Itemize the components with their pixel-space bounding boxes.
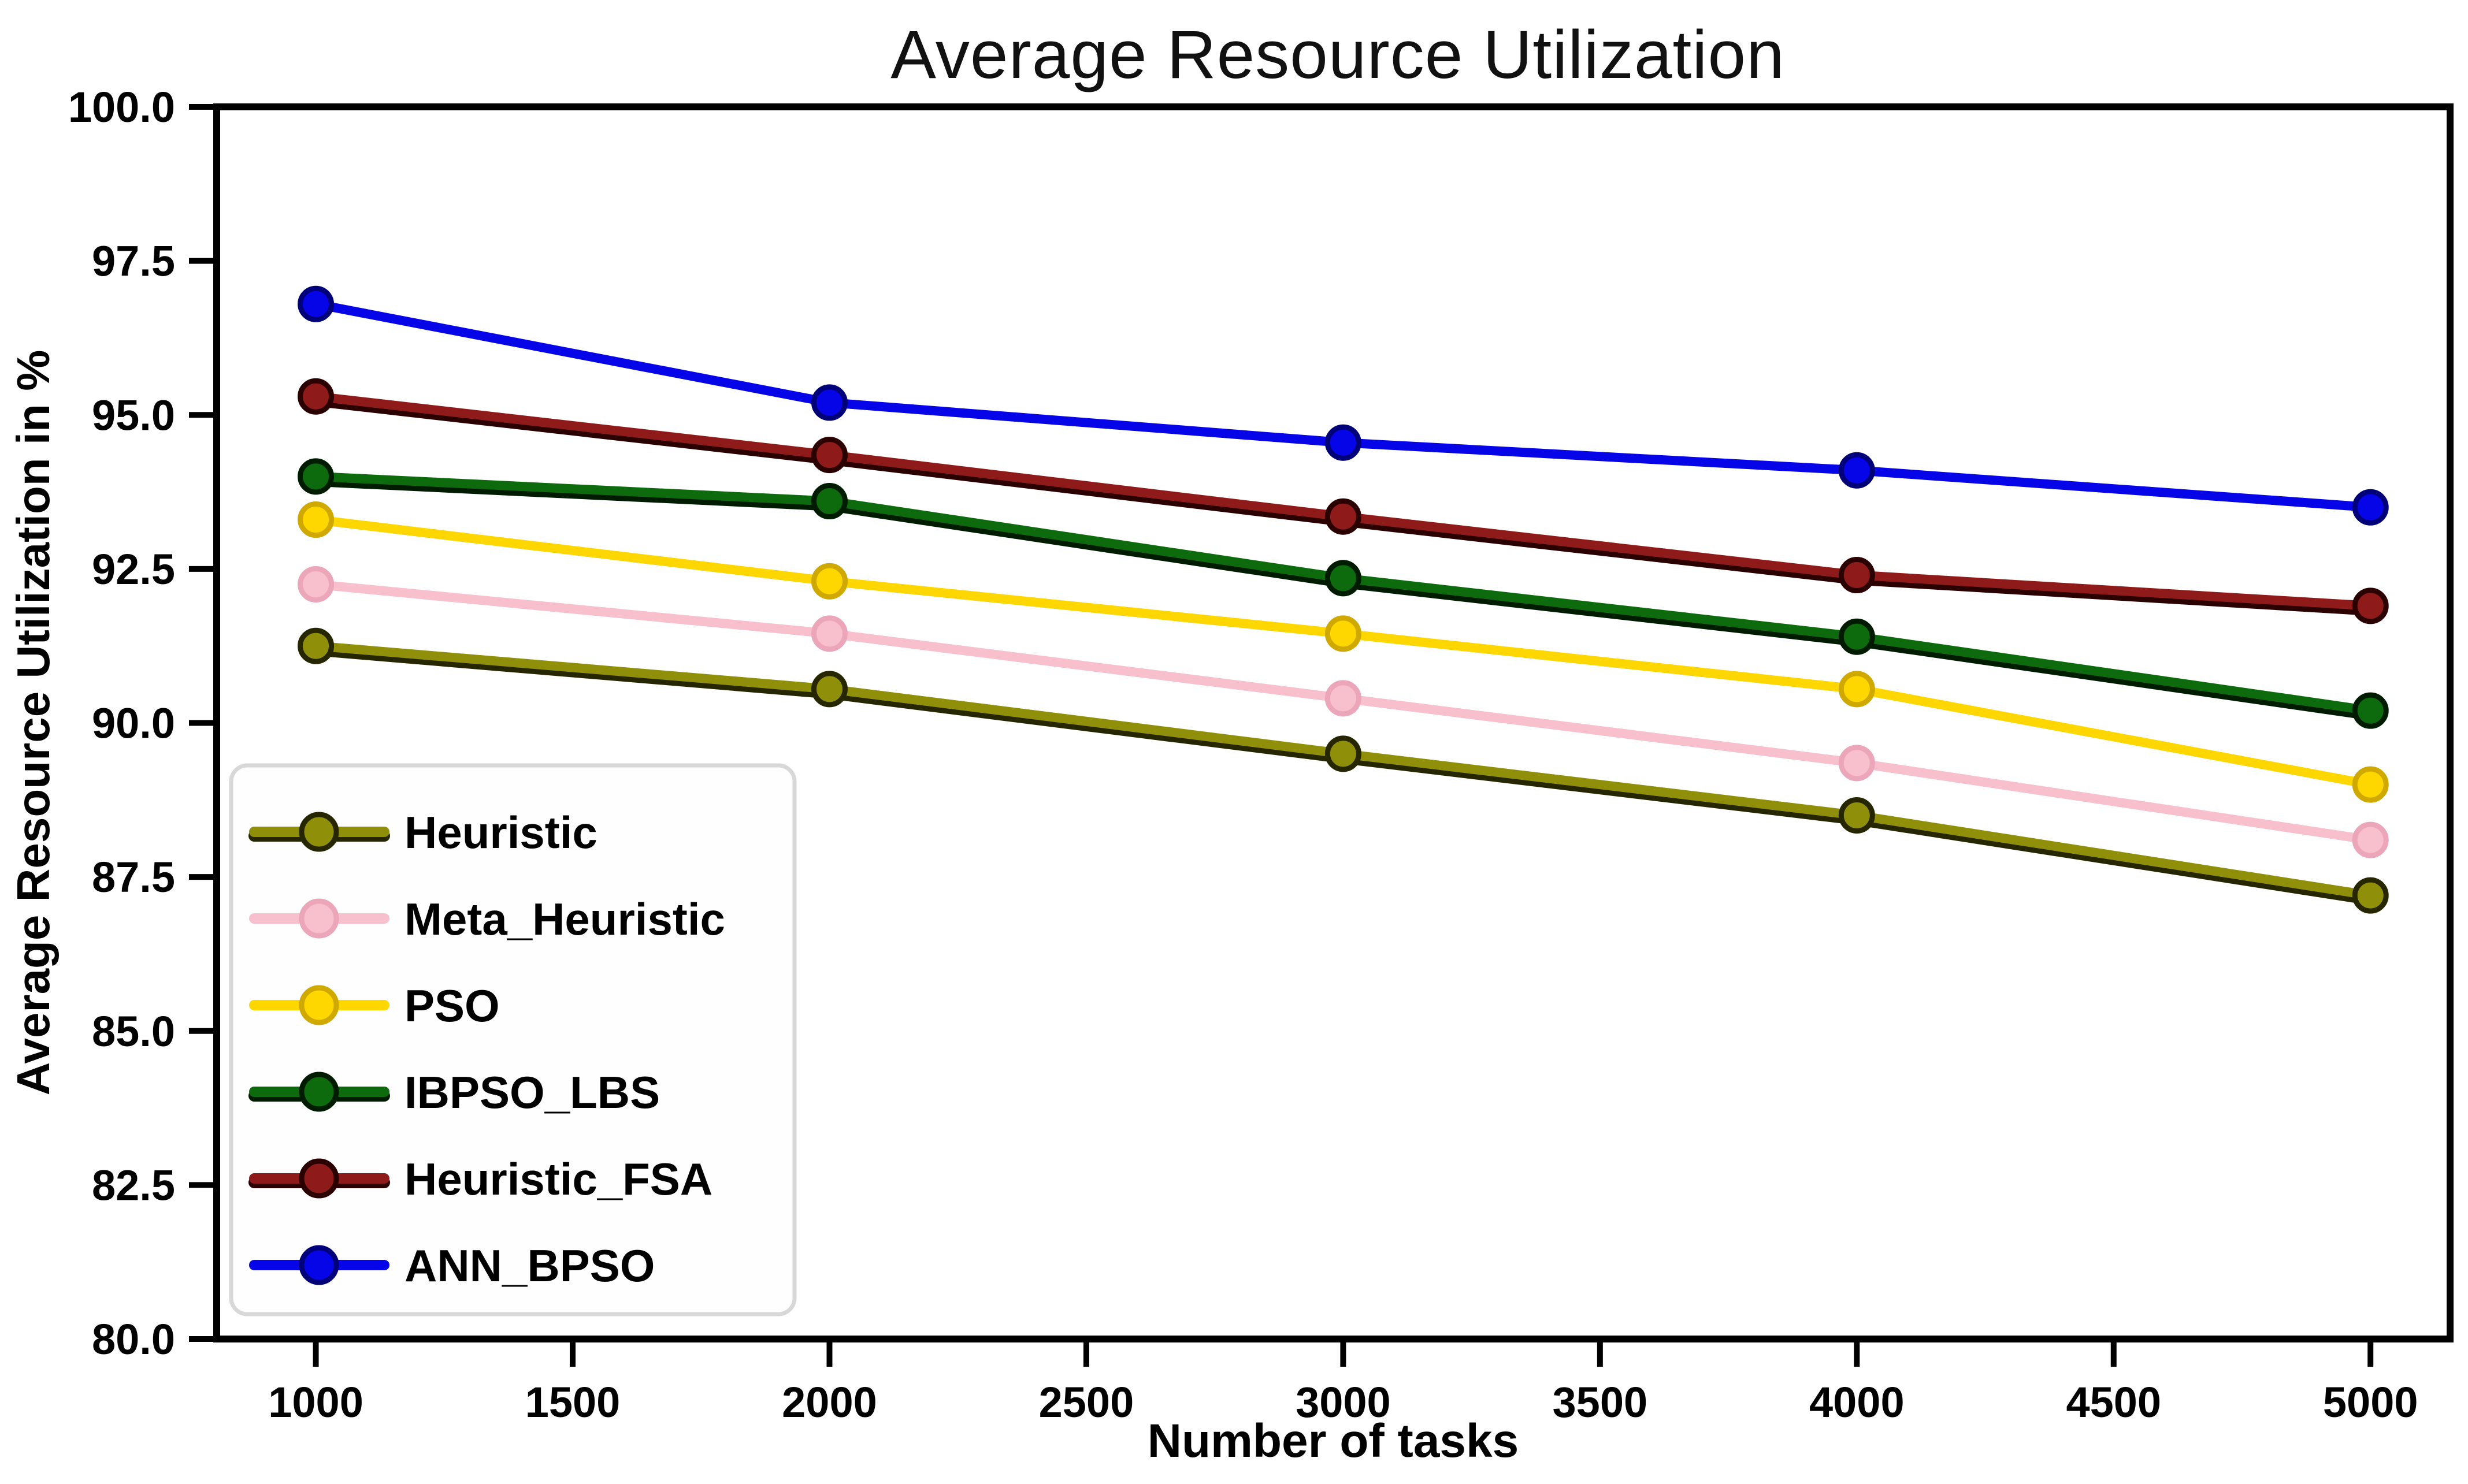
data-point-IBPSO_LBS bbox=[2352, 692, 2389, 729]
data-point-Heuristic bbox=[2352, 877, 2389, 914]
data-point-IBPSO_LBS bbox=[811, 483, 848, 520]
y-axis-tick-label: 85.0 bbox=[92, 1007, 175, 1055]
y-axis-tick-label: 90.0 bbox=[92, 700, 175, 747]
data-point-Meta_Heuristic bbox=[811, 615, 848, 652]
data-point-Meta_Heuristic bbox=[1838, 745, 1875, 782]
x-axis-tick-label: 1000 bbox=[268, 1378, 363, 1426]
data-point-Heuristic bbox=[1324, 735, 1361, 772]
data-point-Meta_Heuristic bbox=[1324, 680, 1361, 717]
y-axis-tick-label: 80.0 bbox=[92, 1315, 175, 1363]
x-axis-label: Number of tasks bbox=[1147, 1415, 1519, 1467]
x-axis-tick-label: 2000 bbox=[782, 1378, 877, 1426]
legend-sample-marker-Heuristic_FSA bbox=[299, 1158, 339, 1199]
x-axis-tick-label: 4500 bbox=[2066, 1378, 2161, 1426]
data-point-PSO bbox=[1324, 615, 1361, 652]
data-point-ANN_BPSO bbox=[1838, 452, 1875, 489]
x-axis-tick-label: 4000 bbox=[1809, 1378, 1905, 1426]
data-point-Heuristic_FSA bbox=[1838, 557, 1875, 594]
series-line-ANN_BPSO bbox=[311, 299, 2376, 512]
data-point-PSO bbox=[1838, 671, 1875, 708]
data-point-Meta_Heuristic bbox=[298, 566, 335, 603]
data-point-Heuristic_FSA bbox=[2352, 587, 2389, 624]
y-axis-tick-label: 100.0 bbox=[68, 83, 175, 131]
data-point-PSO bbox=[811, 563, 848, 600]
legend-sample-marker-Heuristic bbox=[299, 812, 339, 852]
data-point-IBPSO_LBS bbox=[1838, 618, 1875, 655]
x-axis-tick-label: 1500 bbox=[525, 1378, 621, 1426]
data-point-IBPSO_LBS bbox=[298, 458, 335, 495]
legend-sample-marker-Meta_Heuristic bbox=[299, 898, 339, 939]
x-axis-tick-label: 3000 bbox=[1296, 1378, 1391, 1426]
data-point-Heuristic_FSA bbox=[1324, 498, 1361, 535]
data-point-PSO bbox=[298, 501, 335, 538]
legend-label-ANN_BPSO: ANN_BPSO bbox=[404, 1240, 655, 1291]
y-axis-tick-label: 95.0 bbox=[92, 391, 175, 439]
data-point-ANN_BPSO bbox=[1324, 424, 1361, 461]
data-point-Heuristic_FSA bbox=[811, 437, 848, 474]
legend-label-PSO: PSO bbox=[404, 980, 500, 1031]
y-axis-tick-label: 97.5 bbox=[92, 237, 175, 285]
y-axis-tick-label: 92.5 bbox=[92, 545, 175, 593]
x-axis-tick-label: 2500 bbox=[1039, 1378, 1134, 1426]
y-axis-label: Average Resource Utilization in % bbox=[8, 349, 59, 1096]
data-point-Heuristic_FSA bbox=[298, 378, 335, 415]
legend-sample-marker-IBPSO_LBS bbox=[299, 1072, 339, 1112]
legend-sample-marker-ANN_BPSO bbox=[299, 1245, 339, 1285]
legend-label-Heuristic: Heuristic bbox=[404, 807, 597, 858]
data-point-ANN_BPSO bbox=[298, 285, 335, 322]
y-axis-tick-label: 87.5 bbox=[92, 853, 175, 901]
x-axis-tick-label: 3500 bbox=[1553, 1378, 1648, 1426]
data-point-ANN_BPSO bbox=[2352, 489, 2389, 526]
data-point-Heuristic bbox=[1838, 797, 1875, 834]
legend-sample-marker-PSO bbox=[299, 985, 339, 1025]
data-point-IBPSO_LBS bbox=[1324, 560, 1361, 597]
legend-label-Heuristic_FSA: Heuristic_FSA bbox=[404, 1154, 712, 1204]
data-point-PSO bbox=[2352, 766, 2389, 803]
data-point-ANN_BPSO bbox=[811, 384, 848, 421]
x-axis-tick-label: 5000 bbox=[2323, 1378, 2418, 1426]
legend-label-Meta_Heuristic: Meta_Heuristic bbox=[404, 894, 725, 944]
data-point-Heuristic bbox=[811, 671, 848, 708]
y-axis-tick-label: 82.5 bbox=[92, 1161, 175, 1209]
chart-title: Average Resource Utilization bbox=[890, 17, 1785, 93]
data-point-Heuristic bbox=[298, 627, 335, 664]
legend-label-IBPSO_LBS: IBPSO_LBS bbox=[404, 1067, 660, 1118]
data-point-Meta_Heuristic bbox=[2352, 821, 2389, 858]
